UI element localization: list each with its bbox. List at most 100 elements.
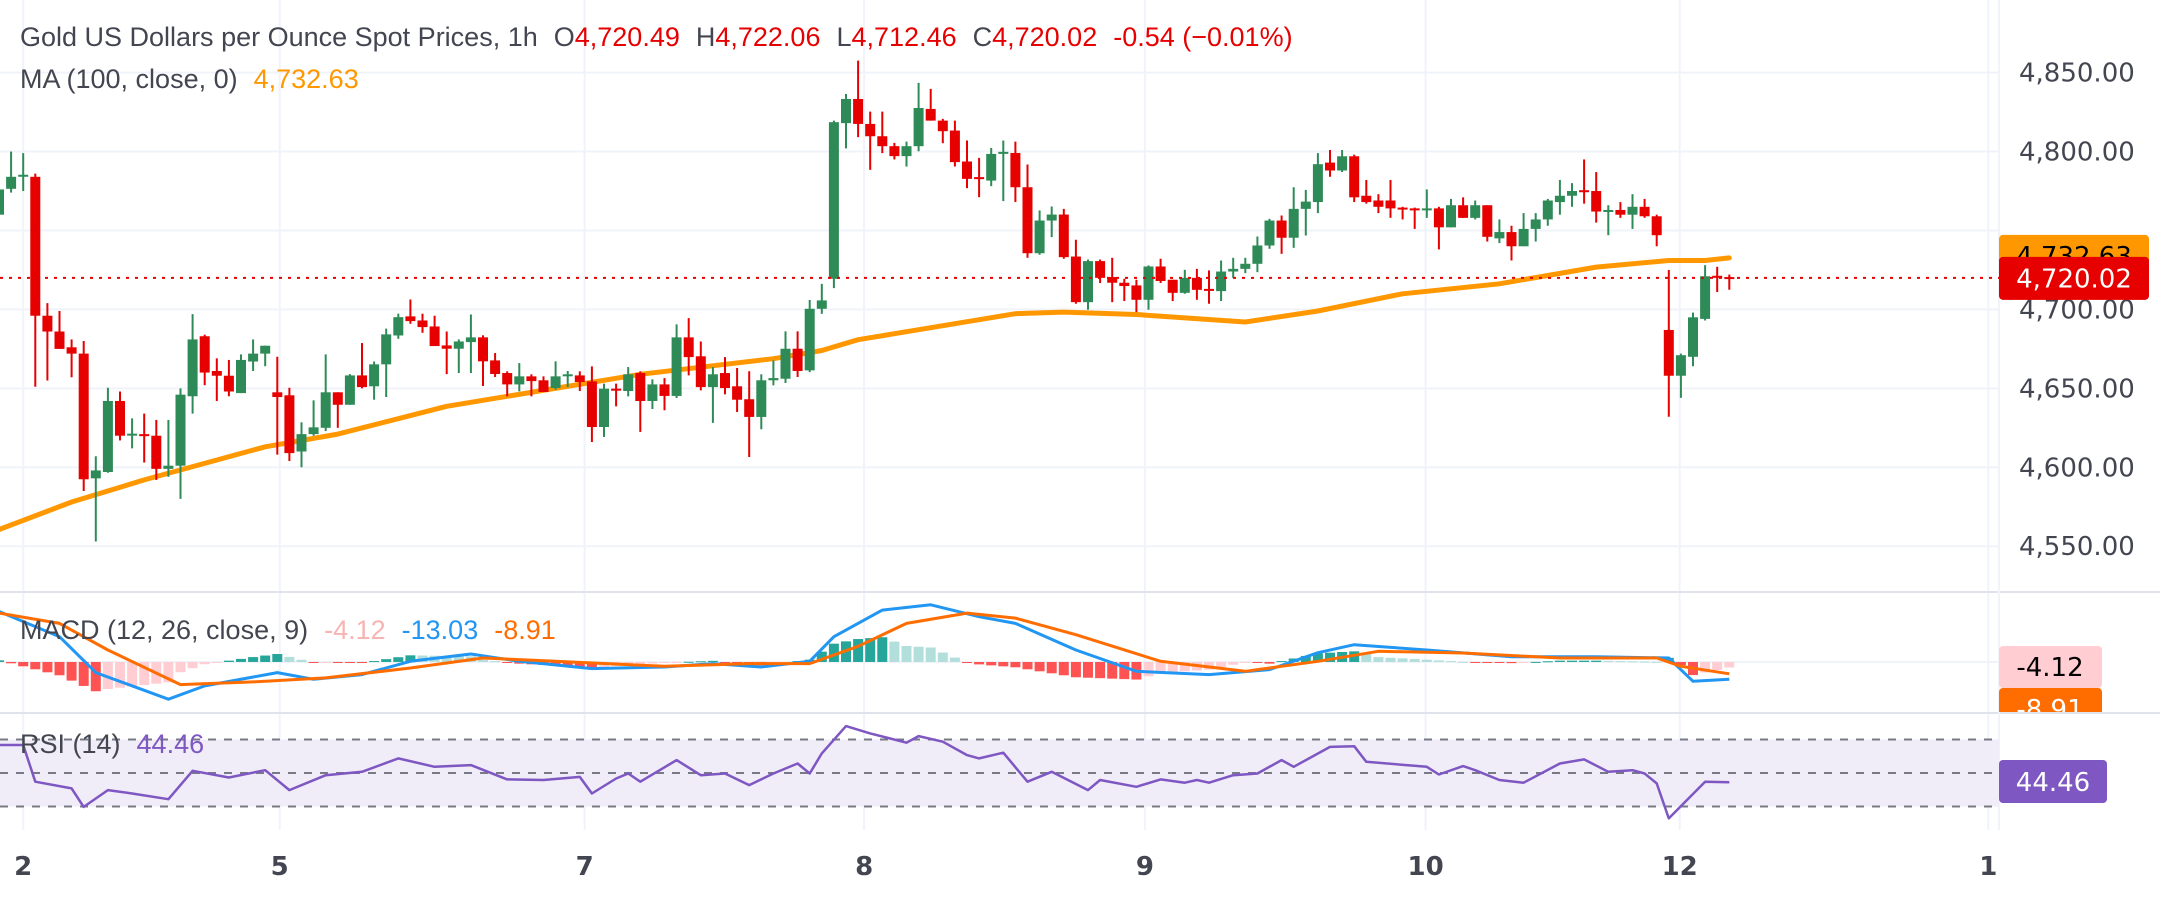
candle-up[interactable] — [841, 93, 851, 149]
candle-down[interactable] — [199, 334, 210, 386]
candle-down[interactable] — [332, 392, 343, 428]
candle-down[interactable] — [490, 352, 501, 377]
candle-up[interactable] — [1228, 257, 1239, 278]
candle-up[interactable] — [127, 418, 138, 449]
candle-down[interactable] — [1639, 198, 1650, 218]
candle-down[interactable] — [962, 140, 972, 189]
candle-up[interactable] — [320, 354, 331, 431]
candle-up[interactable] — [1675, 353, 1686, 398]
candle-up[interactable] — [248, 339, 259, 371]
candle-down[interactable] — [1010, 141, 1021, 203]
candle-down[interactable] — [1663, 269, 1674, 417]
candle-up[interactable] — [1216, 260, 1227, 302]
candle-down[interactable] — [78, 340, 89, 491]
rsi-legend[interactable]: RSI (14) 44.46 — [20, 729, 204, 760]
candle-down[interactable] — [949, 120, 960, 167]
candle-down[interactable] — [974, 157, 985, 198]
candle-up[interactable] — [260, 345, 271, 367]
candle-up[interactable] — [901, 141, 912, 167]
candle-up[interactable] — [816, 283, 827, 314]
candle-down[interactable] — [659, 378, 670, 411]
candle-up[interactable] — [453, 339, 464, 374]
candle-down[interactable] — [1506, 225, 1517, 261]
candle-down[interactable] — [1373, 194, 1384, 214]
candle-up[interactable] — [1446, 198, 1456, 228]
candle-down[interactable] — [1591, 172, 1602, 223]
candle-down[interactable] — [478, 335, 488, 386]
candle-down[interactable] — [1397, 206, 1408, 220]
candle-down[interactable] — [744, 371, 755, 458]
candle-up[interactable] — [1688, 312, 1698, 367]
candle-up[interactable] — [562, 370, 573, 388]
candle-down[interactable] — [611, 383, 622, 407]
candle-down[interactable] — [211, 358, 222, 401]
candle-up[interactable] — [768, 360, 779, 386]
candle-down[interactable] — [877, 111, 888, 154]
candle-down[interactable] — [429, 315, 440, 347]
candle-up[interactable] — [1530, 213, 1541, 242]
candle-down[interactable] — [30, 173, 41, 387]
candle-down[interactable] — [1070, 239, 1081, 304]
candle-up[interactable] — [1312, 153, 1323, 214]
candle-up[interactable] — [1034, 210, 1045, 255]
candle-up[interactable] — [1700, 265, 1711, 321]
candle-up[interactable] — [647, 379, 658, 410]
candle-up[interactable] — [0, 188, 4, 221]
candle-down[interactable] — [1349, 154, 1360, 203]
candle-up[interactable] — [756, 374, 767, 430]
candle-up[interactable] — [344, 374, 355, 405]
candle-down[interactable] — [54, 310, 65, 349]
candle-down[interactable] — [792, 331, 803, 377]
candle-up[interactable] — [1046, 206, 1057, 238]
candle-down[interactable] — [151, 419, 162, 480]
candle-down[interactable] — [635, 371, 646, 432]
time-axis[interactable]: 2 5 7 8 9 10 12 1 — [14, 852, 1997, 882]
candle-up[interactable] — [998, 140, 1009, 202]
candle-up[interactable] — [175, 388, 186, 499]
candle-up[interactable] — [102, 387, 113, 473]
candle-up[interactable] — [913, 82, 924, 152]
price-axis[interactable]: 4,850.00 4,800.00 4,700.00 4,650.00 4,600.00… — [2019, 59, 2135, 563]
candle-up[interactable] — [1421, 189, 1432, 218]
candle-up[interactable] — [1542, 198, 1553, 226]
candle-up[interactable] — [804, 299, 815, 373]
candle-down[interactable] — [1458, 197, 1469, 218]
candle-down[interactable] — [357, 343, 367, 389]
candle-down[interactable] — [586, 366, 597, 443]
candle-down[interactable] — [925, 88, 936, 121]
candle-down[interactable] — [66, 339, 77, 378]
candle-down[interactable] — [1155, 258, 1166, 284]
candle-down[interactable] — [1325, 149, 1335, 177]
candle-up[interactable] — [18, 153, 29, 192]
macd-legend[interactable]: MACD (12, 26, close, 9) -4.12 -13.03 -8.… — [20, 615, 556, 646]
candle-down[interactable] — [526, 374, 537, 397]
candle-down[interactable] — [1385, 179, 1396, 218]
candle-down[interactable] — [1167, 279, 1178, 302]
candle-down[interactable] — [720, 357, 730, 395]
candle-up[interactable] — [1264, 218, 1275, 249]
candle-up[interactable] — [1567, 183, 1577, 207]
candle-down[interactable] — [115, 391, 125, 441]
candle-up[interactable] — [828, 120, 839, 289]
candle-up[interactable] — [1300, 189, 1311, 236]
candle-down[interactable] — [1615, 202, 1626, 218]
candle-down[interactable] — [853, 60, 864, 138]
candle-up[interactable] — [780, 331, 791, 383]
candle-down[interactable] — [574, 371, 585, 392]
candle-down[interactable] — [417, 313, 428, 333]
candle-down[interactable] — [223, 359, 234, 397]
candle-down[interactable] — [405, 299, 416, 324]
candle-down[interactable] — [1712, 266, 1723, 293]
candle-up[interactable] — [187, 314, 198, 414]
candle-down[interactable] — [732, 367, 743, 413]
candle-down[interactable] — [1058, 208, 1069, 259]
candle-up[interactable] — [1083, 259, 1093, 310]
candle-down[interactable] — [1204, 270, 1214, 304]
candle-down[interactable] — [1651, 214, 1662, 247]
candle-down[interactable] — [441, 331, 452, 375]
candle-down[interactable] — [1107, 257, 1118, 303]
candle-up[interactable] — [6, 151, 17, 193]
candle-up[interactable] — [1518, 213, 1529, 247]
candle-up[interactable] — [369, 361, 380, 400]
